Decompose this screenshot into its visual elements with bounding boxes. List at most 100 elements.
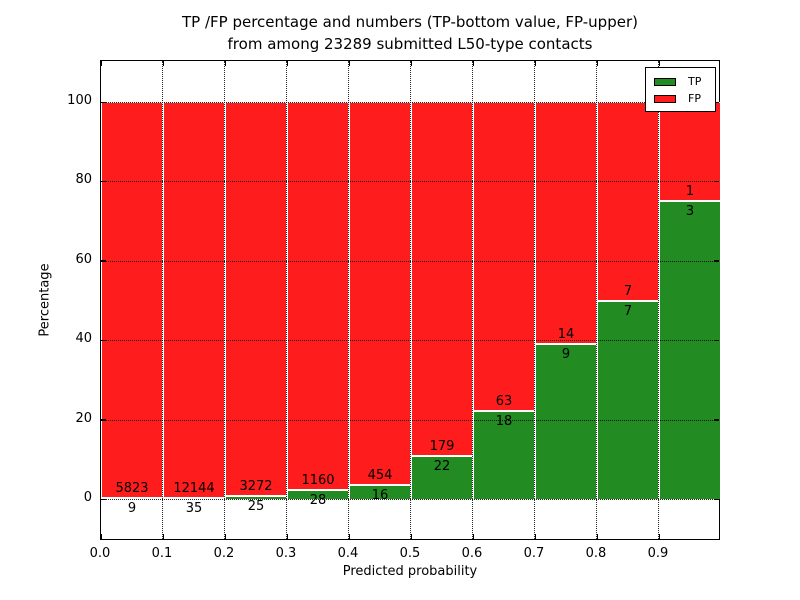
tp-count-label-6: 18 — [495, 413, 513, 429]
y-tick-right-60 — [714, 260, 719, 262]
x-tick-bottom-4 — [348, 534, 350, 539]
x-tick-label-0.1: 0.1 — [151, 546, 173, 561]
y-tick-left-0 — [101, 498, 106, 500]
y-tick-right-0 — [714, 498, 719, 500]
y-tick-right-100 — [714, 101, 719, 103]
fp-count-label-5: 179 — [429, 438, 455, 454]
x-tick-label-0.9: 0.9 — [647, 546, 669, 561]
v-gridline-0.8 — [596, 61, 597, 539]
fp-count-label-7: 14 — [557, 326, 575, 342]
bar-segment-fp-2 — [225, 102, 287, 496]
x-tick-label-0.2: 0.2 — [213, 546, 235, 561]
y-tick-right-80 — [714, 180, 719, 183]
legend-item-fp: FP — [654, 90, 715, 107]
v-gridline-0.1 — [162, 61, 163, 539]
bar-segment-fp-7 — [535, 102, 597, 344]
legend-swatch-tp-icon — [654, 77, 676, 86]
fp-count-label-1: 12144 — [173, 480, 215, 496]
y-tick-left-80 — [101, 180, 106, 183]
y-tick-left-40 — [101, 339, 106, 342]
plot-area: 5823 9 12144 35 3272 25 1160 28 454 16 179 22 63 18 14… — [100, 60, 721, 540]
x-tick-bottom-5 — [410, 534, 412, 539]
x-tick-label-0.0: 0.0 — [89, 546, 111, 561]
v-gridline-0.4 — [348, 61, 349, 539]
x-tick-bottom-8 — [596, 534, 598, 539]
tp-count-label-2: 25 — [247, 498, 265, 514]
x-axis-label: Predicted probability — [342, 564, 478, 579]
x-tick-top-8 — [596, 61, 598, 66]
tp-count-label-1: 35 — [185, 500, 203, 516]
y-tick-label-20: 20 — [75, 410, 92, 426]
v-gridline-0.9 — [658, 61, 659, 539]
legend: TP FP — [645, 67, 716, 112]
fp-count-label-2: 3272 — [239, 478, 273, 494]
bar-segment-tp-6 — [473, 410, 535, 499]
bar-segment-fp-4 — [349, 102, 411, 486]
tp-count-label-3: 28 — [309, 492, 327, 508]
tp-count-label-9: 3 — [685, 204, 695, 220]
fp-count-label-0: 5823 — [115, 481, 149, 497]
v-gridline-0.3 — [286, 61, 287, 539]
fp-count-label-3: 1160 — [301, 472, 335, 488]
y-tick-left-60 — [101, 260, 106, 262]
x-tick-bottom-2 — [224, 534, 226, 539]
x-tick-bottom-6 — [472, 534, 474, 539]
x-tick-top-9 — [658, 61, 660, 66]
x-tick-label-0.5: 0.5 — [399, 546, 421, 561]
x-tick-bottom-1 — [162, 534, 164, 539]
bar-segment-fp-6 — [473, 102, 535, 411]
fp-count-label-4: 454 — [367, 468, 393, 484]
y-tick-right-20 — [714, 419, 719, 421]
v-gridline-0.6 — [472, 61, 473, 539]
bar-segment-tp-5 — [411, 455, 473, 499]
bar-segment-fp-5 — [411, 102, 473, 456]
x-tick-top-0 — [100, 61, 102, 66]
bar-segment-fp-8 — [597, 102, 659, 301]
y-axis-label: Percentage — [37, 263, 53, 337]
legend-swatch-fp-icon — [654, 94, 676, 103]
chart-title: TP /FP percentage and numbers (TP-bottom… — [100, 11, 720, 55]
x-tick-top-5 — [410, 61, 412, 66]
y-tick-left-20 — [101, 419, 106, 421]
legend-label-tp: TP — [688, 75, 702, 88]
bar-segment-fp-3 — [287, 102, 349, 490]
v-gridline-0.2 — [224, 61, 225, 539]
fp-count-label-8: 7 — [623, 283, 633, 299]
x-tick-label-0.7: 0.7 — [523, 546, 545, 561]
bar-segment-tp-9 — [659, 201, 721, 499]
bar-segment-tp-7 — [535, 343, 597, 499]
x-tick-bottom-3 — [286, 534, 288, 539]
chart-title-line1: TP /FP percentage and numbers (TP-bottom… — [182, 13, 638, 31]
y-tick-right-40 — [714, 339, 719, 342]
x-tick-label-0.4: 0.4 — [337, 546, 359, 561]
x-tick-label-0.8: 0.8 — [585, 546, 607, 561]
y-tick-left-100 — [101, 101, 106, 103]
x-tick-top-3 — [286, 61, 288, 66]
x-tick-top-6 — [472, 61, 474, 66]
y-tick-label-80: 80 — [75, 172, 92, 188]
x-tick-bottom-7 — [534, 534, 536, 539]
fp-count-label-9: 1 — [685, 184, 695, 200]
bar-segment-fp-0 — [101, 102, 163, 499]
chart-title-line2: from among 23289 submitted L50-type cont… — [227, 35, 593, 53]
y-tick-label-60: 60 — [75, 251, 92, 267]
x-tick-bottom-9 — [658, 534, 660, 539]
y-tick-label-100: 100 — [67, 93, 92, 108]
legend-item-tp: TP — [654, 73, 715, 90]
y-tick-label-40: 40 — [75, 331, 92, 347]
fp-count-label-6: 63 — [495, 393, 513, 409]
x-tick-label-0.6: 0.6 — [461, 546, 483, 561]
x-tick-top-7 — [534, 61, 536, 66]
tp-count-label-8: 7 — [623, 303, 633, 319]
legend-label-fp: FP — [688, 92, 701, 105]
y-tick-label-0: 0 — [83, 490, 92, 505]
bar-segment-fp-9 — [659, 102, 721, 202]
v-gridline-0.5 — [410, 61, 411, 539]
tp-count-label-0: 9 — [127, 501, 137, 517]
tp-count-label-7: 9 — [561, 346, 571, 362]
tp-count-label-5: 22 — [433, 458, 451, 474]
x-tick-top-4 — [348, 61, 350, 66]
bar-segment-fp-1 — [163, 102, 225, 498]
bar-segment-tp-8 — [597, 300, 659, 499]
